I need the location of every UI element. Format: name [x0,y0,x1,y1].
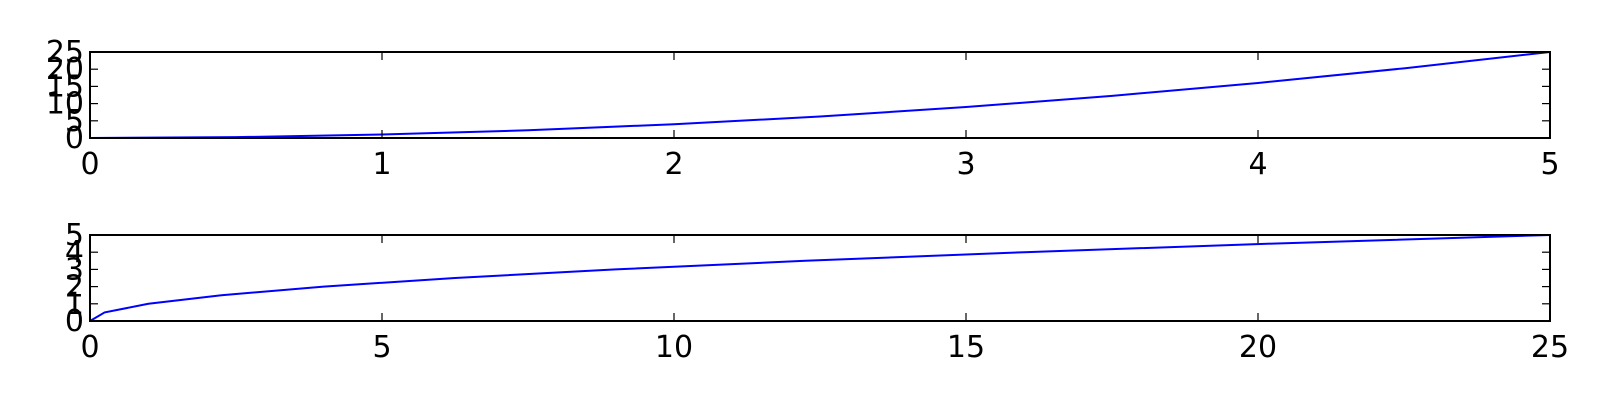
y-tick-label: 2 [65,270,84,305]
x-tick-label: 25 [1531,330,1569,365]
y-tick-label: 10 [46,87,84,122]
series-line [89,234,1551,322]
x-tick-label: 4 [1248,147,1267,182]
y-tick-label: 4 [65,235,84,270]
y-tick-label: 3 [65,252,84,287]
y-tick-label: 1 [65,287,84,322]
y-tick-label: 0 [65,304,84,339]
x-tick-label: 0 [80,147,99,182]
y-tick-label: 20 [46,52,84,87]
axes-frame [89,234,1551,322]
x-tick-label: 10 [655,330,693,365]
x-tick-label: 0 [80,330,99,365]
x-tick-label: 3 [956,147,975,182]
x-tick-label: 20 [1239,330,1277,365]
y-tick-label: 15 [46,69,84,104]
series-line [89,51,1551,139]
y-tick-label: 25 [46,35,84,70]
x-tick-label: 15 [947,330,985,365]
axes-frame [89,51,1551,139]
y-tick-label: 5 [65,104,84,139]
x-tick-label: 5 [1540,147,1559,182]
x-tick-label: 5 [372,330,391,365]
y-tick-label: 0 [65,121,84,156]
y-tick-label: 5 [65,218,84,253]
x-tick-label: 1 [372,147,391,182]
x-tick-label: 2 [664,147,683,182]
